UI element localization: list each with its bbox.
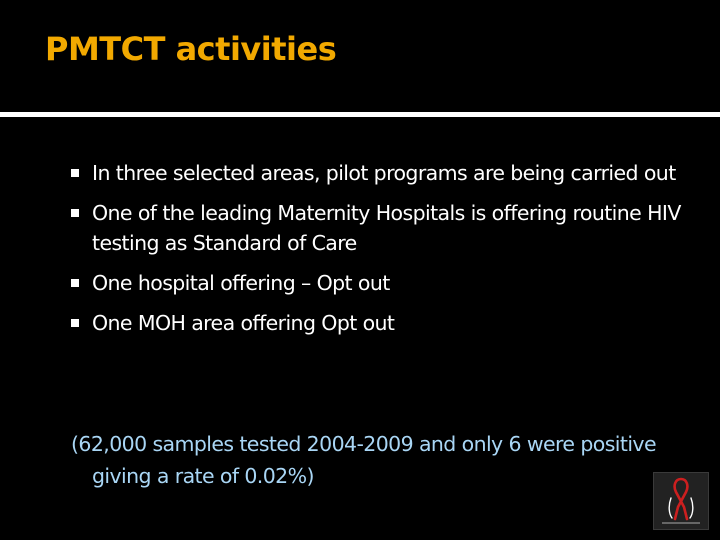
ribbon-icon	[662, 477, 700, 524]
red-ribbon-logo	[653, 472, 709, 530]
square-bullet-icon	[71, 319, 79, 327]
bullet-text: One MOH area offering Opt out	[92, 311, 395, 335]
bullet-item: One of the leading Maternity Hospitals i…	[71, 198, 681, 258]
title-divider	[0, 112, 720, 117]
bullet-item: One hospital offering – Opt out	[71, 268, 681, 298]
bullet-item: One MOH area offering Opt out	[71, 308, 681, 338]
square-bullet-icon	[71, 279, 79, 287]
square-bullet-icon	[71, 169, 79, 177]
bullet-text: One of the leading Maternity Hospitals i…	[92, 201, 681, 255]
statistics-note: (62,000 samples tested 2004-2009 and onl…	[71, 432, 657, 488]
bullet-text: One hospital offering – Opt out	[92, 271, 390, 295]
bullet-text: In three selected areas, pilot programs …	[92, 161, 676, 185]
bullet-list: In three selected areas, pilot programs …	[71, 158, 681, 348]
slide-title: PMTCT activities	[45, 30, 337, 68]
square-bullet-icon	[71, 209, 79, 217]
bullet-item: In three selected areas, pilot programs …	[71, 158, 681, 188]
